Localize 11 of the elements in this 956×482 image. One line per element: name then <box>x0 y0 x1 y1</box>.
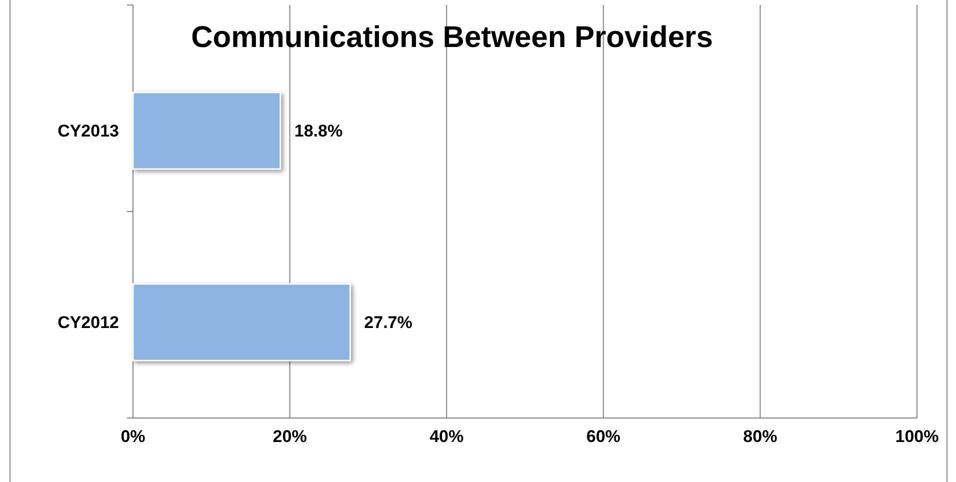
y-tick-label: CY2013 <box>58 122 119 141</box>
x-tick-label: 100% <box>895 427 939 446</box>
x-tick-label: 40% <box>430 427 464 446</box>
x-tick-label: 80% <box>743 427 778 446</box>
data-label: 27.7% <box>364 313 412 332</box>
x-tick-label: 0% <box>120 427 146 446</box>
x-tick-label: 20% <box>272 427 307 446</box>
data-label: 18.8% <box>294 122 343 141</box>
y-tick-label: CY2012 <box>58 313 119 332</box>
x-tick-label: 60% <box>586 427 620 446</box>
text: Communications Between Providers <box>191 21 713 54</box>
